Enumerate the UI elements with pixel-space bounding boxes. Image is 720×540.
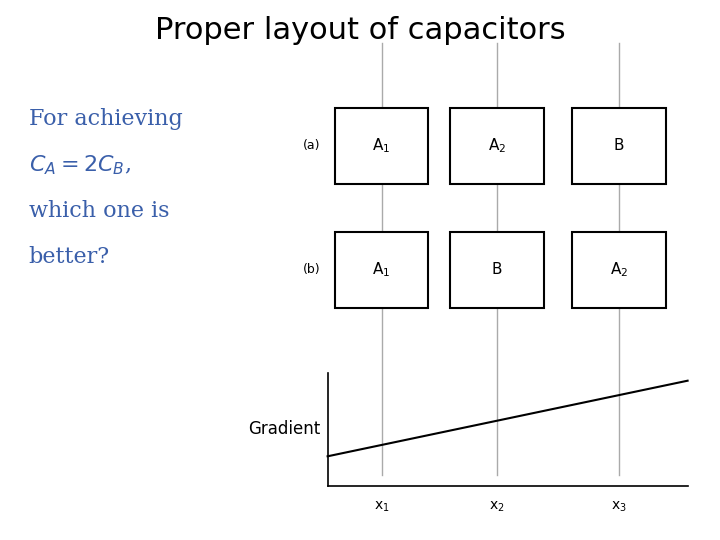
Text: $C_A = 2C_B$,: $C_A = 2C_B$, [29, 154, 131, 178]
Text: x$_2$: x$_2$ [489, 500, 505, 514]
Text: B: B [614, 138, 624, 153]
Text: Proper layout of capacitors: Proper layout of capacitors [155, 16, 565, 45]
Bar [335, 108, 428, 184]
Text: A$_2$: A$_2$ [487, 137, 506, 155]
Bar [572, 108, 666, 184]
Bar [572, 232, 666, 308]
Text: which one is: which one is [29, 200, 169, 222]
Text: A$_1$: A$_1$ [372, 261, 391, 279]
Text: x$_1$: x$_1$ [374, 500, 390, 514]
Bar [335, 232, 428, 308]
Bar [450, 108, 544, 184]
Text: x$_3$: x$_3$ [611, 500, 627, 514]
Text: Gradient: Gradient [248, 420, 320, 438]
Text: (b): (b) [303, 264, 320, 276]
Text: A$_2$: A$_2$ [610, 261, 629, 279]
Text: better?: better? [29, 246, 110, 268]
Bar [450, 232, 544, 308]
Text: (a): (a) [303, 139, 320, 152]
Text: B: B [492, 262, 502, 278]
Text: A$_1$: A$_1$ [372, 137, 391, 155]
Text: For achieving: For achieving [29, 108, 183, 130]
